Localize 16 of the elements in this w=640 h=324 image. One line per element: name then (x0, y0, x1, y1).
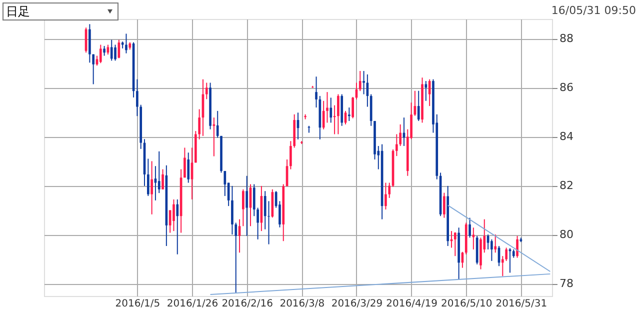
y-tick-label: 80 (560, 228, 574, 242)
x-tick-label: 2016/3/8 (280, 298, 325, 310)
x-tick-label: 2016/5/10 (440, 298, 492, 310)
x-tick-label: 2016/3/29 (331, 298, 383, 310)
y-tick-label: 84 (560, 130, 574, 144)
y-tick-label: 88 (560, 32, 574, 46)
x-tick-label: 2016/1/5 (115, 298, 160, 310)
x-tick-label: 2016/2/16 (222, 298, 273, 310)
y-tick-label: 82 (560, 179, 574, 192)
text: 日足 (6, 4, 30, 18)
y-tick-label: 78 (560, 277, 574, 290)
x-tick-label: 2016/1/26 (166, 298, 218, 310)
text: 16/05/31 09:50 (551, 4, 636, 17)
x-tick-label: 2016/5/31 (496, 298, 548, 310)
y-tick-label: 86 (560, 81, 574, 94)
x-tick-label: 2016/4/19 (386, 298, 438, 310)
